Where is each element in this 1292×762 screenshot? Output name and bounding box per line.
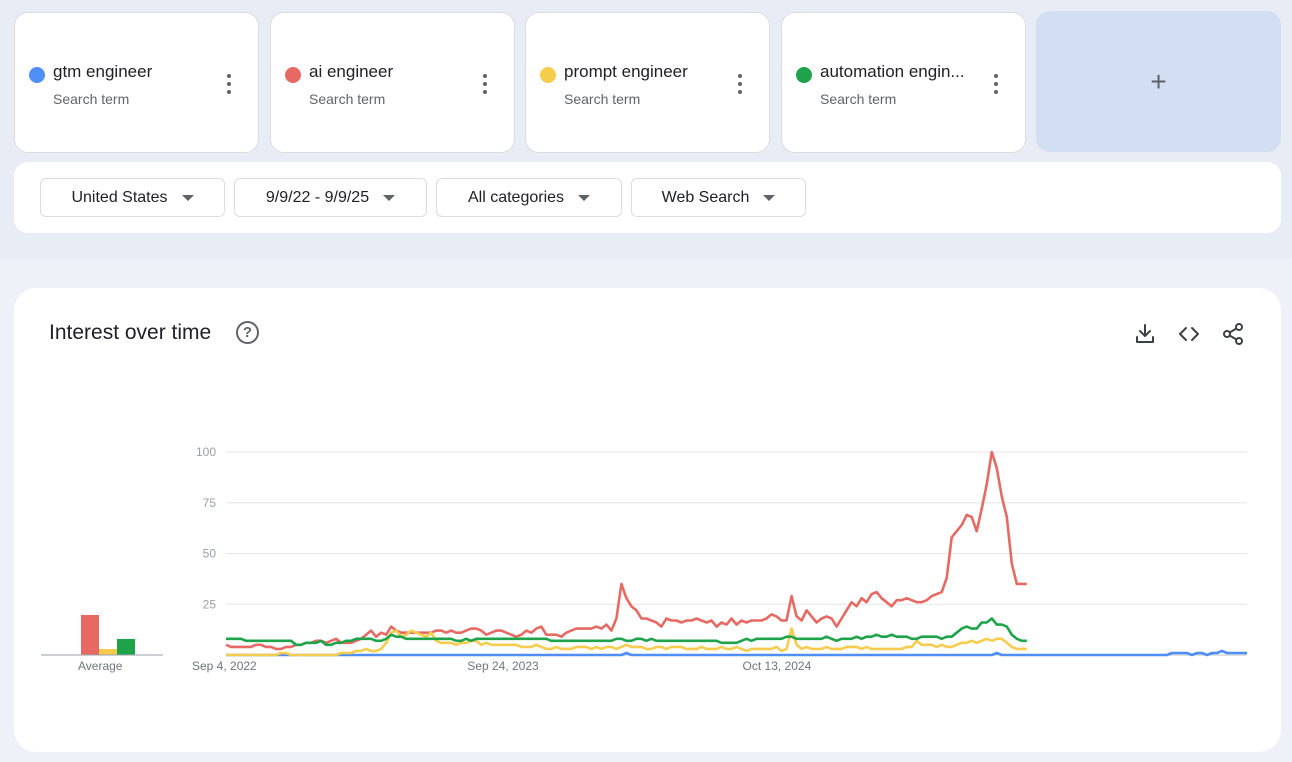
- series-line-2: [225, 450, 1027, 651]
- region-dropdown[interactable]: United States: [40, 178, 225, 217]
- x-tick-label: Sep 4, 2022: [192, 659, 257, 673]
- term-color-dot: [796, 67, 812, 83]
- term-name[interactable]: prompt engineer: [564, 62, 688, 81]
- date-range-dropdown[interactable]: 9/9/22 - 9/9/25: [234, 178, 427, 217]
- term-card-1[interactable]: gtm engineer Search term: [14, 12, 259, 153]
- caret-down-icon: [383, 194, 396, 201]
- x-tick-label: Sep 24, 2023: [467, 659, 539, 673]
- plus-icon: +: [1150, 65, 1167, 97]
- caret-down-icon: [578, 194, 591, 201]
- help-icon[interactable]: ?: [236, 321, 259, 344]
- average-bar-3: [99, 649, 117, 655]
- region-label: United States: [71, 188, 168, 206]
- term-card-4[interactable]: automation engin... Search term: [781, 12, 1026, 153]
- interest-over-time-card: Interest over time ? Average 100 75 50 25 Se…: [14, 288, 1281, 752]
- line-chart: 100 75 50 25 Sep 4, 2022 Sep 24, 2023 Oct 13, …: [192, 445, 1247, 673]
- series-line-4: [226, 617, 1027, 647]
- y-tick-label: 100: [196, 445, 216, 459]
- term-color-dot: [285, 67, 301, 83]
- category-dropdown[interactable]: All categories: [436, 178, 622, 217]
- search-type-dropdown[interactable]: Web Search: [631, 178, 806, 217]
- date-range-label: 9/9/22 - 9/9/25: [265, 188, 370, 206]
- term-name[interactable]: ai engineer: [309, 62, 394, 81]
- card-title: Interest over time: [49, 321, 212, 344]
- category-label: All categories: [467, 188, 565, 206]
- search-type-label: Web Search: [661, 188, 750, 206]
- average-bar-4: [117, 639, 135, 655]
- term-card-2[interactable]: ai engineer Search term: [270, 12, 515, 153]
- series-line-3: [226, 627, 1027, 657]
- caret-down-icon: [181, 194, 194, 201]
- y-tick-label: 25: [203, 597, 217, 611]
- y-tick-label: 75: [203, 496, 217, 510]
- download-icon[interactable]: [1133, 322, 1157, 346]
- x-tick-label: Oct 13, 2024: [743, 659, 812, 673]
- average-label: Average: [78, 659, 123, 673]
- term-type-label: Search term: [53, 91, 130, 107]
- more-options-icon[interactable]: [732, 72, 748, 96]
- series-line-1: [226, 649, 1247, 657]
- term-type-label: Search term: [564, 91, 641, 107]
- term-type-label: Search term: [820, 91, 897, 107]
- more-options-icon[interactable]: [988, 72, 1004, 96]
- term-name[interactable]: automation engin...: [820, 62, 965, 81]
- term-card-3[interactable]: prompt engineer Search term: [525, 12, 770, 153]
- term-name[interactable]: gtm engineer: [53, 62, 153, 81]
- y-tick-label: 50: [203, 547, 217, 561]
- embed-code-icon[interactable]: [1177, 322, 1201, 346]
- more-options-icon[interactable]: [221, 72, 237, 96]
- average-bar-chart: [41, 615, 163, 656]
- term-color-dot: [540, 67, 556, 83]
- term-type-label: Search term: [309, 91, 386, 107]
- filter-bar: United States 9/9/22 - 9/9/25 All catego…: [14, 162, 1281, 233]
- share-icon[interactable]: [1221, 322, 1245, 346]
- average-bar-2: [81, 615, 99, 655]
- more-options-icon[interactable]: [477, 72, 493, 96]
- term-color-dot: [29, 67, 45, 83]
- add-comparison-button[interactable]: +: [1036, 11, 1281, 152]
- caret-down-icon: [763, 194, 776, 201]
